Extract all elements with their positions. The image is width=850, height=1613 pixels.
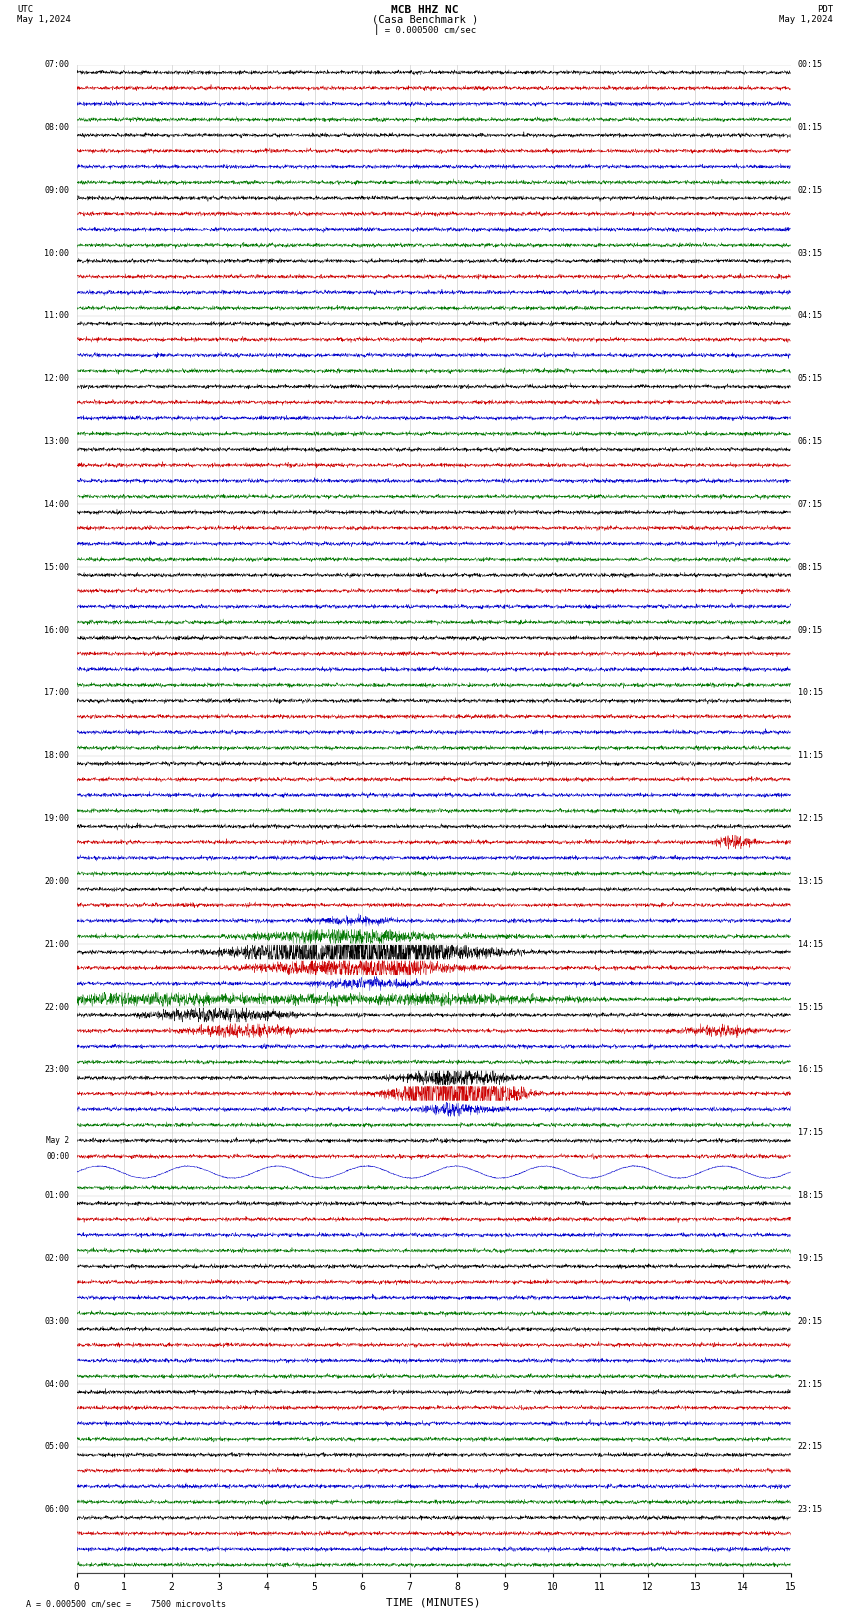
Text: 21:00: 21:00 [44, 940, 70, 948]
Text: 17:00: 17:00 [44, 689, 70, 697]
Text: 13:15: 13:15 [797, 877, 823, 886]
Text: 07:15: 07:15 [797, 500, 823, 508]
Text: 06:15: 06:15 [797, 437, 823, 447]
Text: 16:15: 16:15 [797, 1066, 823, 1074]
Text: 00:15: 00:15 [797, 60, 823, 69]
Text: 22:15: 22:15 [797, 1442, 823, 1452]
Text: 00:00: 00:00 [46, 1152, 70, 1161]
Text: 22:00: 22:00 [44, 1003, 70, 1011]
Text: 14:00: 14:00 [44, 500, 70, 508]
Text: 09:15: 09:15 [797, 626, 823, 634]
Text: 18:00: 18:00 [44, 752, 70, 760]
Text: 19:00: 19:00 [44, 815, 70, 823]
Text: 04:00: 04:00 [44, 1379, 70, 1389]
Text: (Casa Benchmark ): (Casa Benchmark ) [371, 15, 478, 24]
Text: 03:15: 03:15 [797, 248, 823, 258]
Text: 20:00: 20:00 [44, 877, 70, 886]
Text: 01:15: 01:15 [797, 123, 823, 132]
Text: MCB HHZ NC: MCB HHZ NC [391, 5, 459, 15]
Text: 11:15: 11:15 [797, 752, 823, 760]
Text: 08:15: 08:15 [797, 563, 823, 571]
Text: 21:15: 21:15 [797, 1379, 823, 1389]
X-axis label: TIME (MINUTES): TIME (MINUTES) [386, 1597, 481, 1607]
Text: 20:15: 20:15 [797, 1316, 823, 1326]
Text: 07:00: 07:00 [44, 60, 70, 69]
Text: 14:15: 14:15 [797, 940, 823, 948]
Text: 05:00: 05:00 [44, 1442, 70, 1452]
Text: PDT: PDT [817, 5, 833, 15]
Text: 04:15: 04:15 [797, 311, 823, 321]
Text: 10:15: 10:15 [797, 689, 823, 697]
Text: May 2: May 2 [46, 1136, 70, 1145]
Text: 11:00: 11:00 [44, 311, 70, 321]
Text: 15:15: 15:15 [797, 1003, 823, 1011]
Text: ⎮ = 0.000500 cm/sec: ⎮ = 0.000500 cm/sec [374, 24, 476, 35]
Text: 12:15: 12:15 [797, 815, 823, 823]
Text: 13:00: 13:00 [44, 437, 70, 447]
Text: 09:00: 09:00 [44, 185, 70, 195]
Text: 02:15: 02:15 [797, 185, 823, 195]
Text: 19:15: 19:15 [797, 1253, 823, 1263]
Text: 23:00: 23:00 [44, 1066, 70, 1074]
Text: 08:00: 08:00 [44, 123, 70, 132]
Text: 12:00: 12:00 [44, 374, 70, 384]
Text: UTC: UTC [17, 5, 33, 15]
Text: 16:00: 16:00 [44, 626, 70, 634]
Text: 15:00: 15:00 [44, 563, 70, 571]
Text: A = 0.000500 cm/sec =    7500 microvolts: A = 0.000500 cm/sec = 7500 microvolts [26, 1598, 225, 1608]
Text: 01:00: 01:00 [44, 1190, 70, 1200]
Text: May 1,2024: May 1,2024 [17, 15, 71, 24]
Text: 23:15: 23:15 [797, 1505, 823, 1515]
Text: 03:00: 03:00 [44, 1316, 70, 1326]
Text: 06:00: 06:00 [44, 1505, 70, 1515]
Text: 18:15: 18:15 [797, 1190, 823, 1200]
Text: 10:00: 10:00 [44, 248, 70, 258]
Text: May 1,2024: May 1,2024 [779, 15, 833, 24]
Text: 17:15: 17:15 [797, 1129, 823, 1137]
Text: 05:15: 05:15 [797, 374, 823, 384]
Text: 02:00: 02:00 [44, 1253, 70, 1263]
